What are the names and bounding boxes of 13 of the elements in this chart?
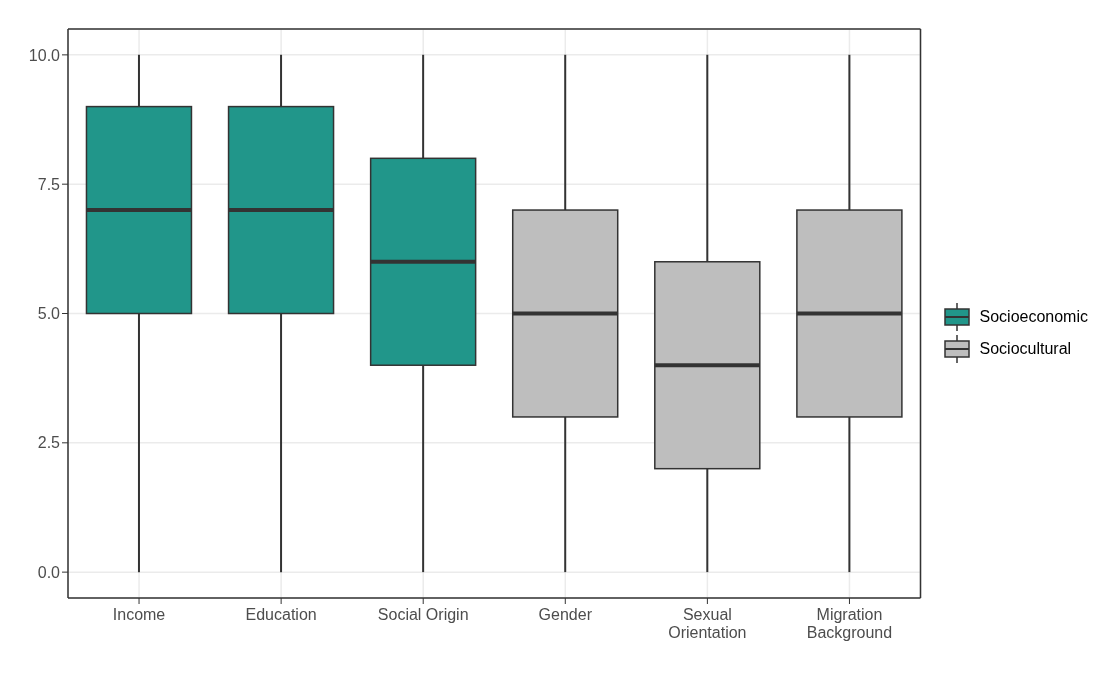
y-tick-label: 2.5 (37, 434, 61, 452)
x-tick-label: Migration Background (806, 606, 893, 641)
x-tick-label: Social Origin (377, 606, 469, 623)
legend-label: Socioeconomic (979, 308, 1088, 326)
x-tick-label: Education (245, 606, 317, 623)
legend-label: Sociocultural (979, 340, 1072, 358)
y-tick-label: 7.5 (37, 175, 61, 193)
y-tick-label: 10.0 (28, 46, 61, 64)
y-tick-label: 0.0 (37, 563, 61, 581)
y-tick-label: 5.0 (37, 305, 61, 323)
x-tick-label: Income (112, 606, 166, 623)
x-tick-label: Sexual Orientation (668, 606, 747, 641)
x-tick-label: Gender (538, 606, 593, 623)
